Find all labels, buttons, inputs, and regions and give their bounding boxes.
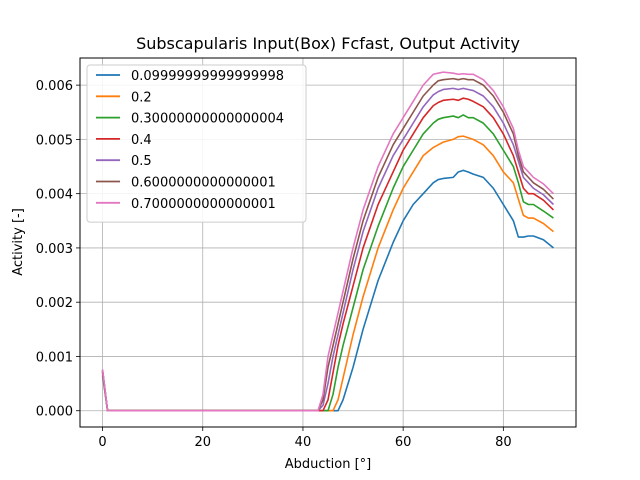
legend-label: 0.30000000000000004: [131, 112, 284, 127]
y-tick-label: 0.000: [36, 405, 73, 420]
ticks: 0 20 40 60 80 0.000 0.001 0.002 0.003 0.004 0.005 0…: [36, 79, 512, 450]
y-axis-label: Activity [-]: [11, 208, 26, 276]
x-tick-label: 80: [495, 435, 512, 450]
y-tick-label: 0.006: [36, 79, 73, 94]
legend-label: 0.09999999999999998: [131, 69, 284, 84]
x-tick-label: 60: [395, 435, 412, 450]
chart-title: Subscapularis Input(Box) Fcfast, Output …: [136, 34, 520, 53]
legend-label: 0.6000000000000001: [131, 176, 276, 191]
plot-area: [101, 71, 555, 412]
y-tick-label: 0.005: [36, 133, 73, 148]
x-axis-label: Abduction [°]: [285, 457, 371, 472]
y-tick-label: 0.001: [36, 350, 73, 365]
series-line-7: [101, 71, 555, 412]
x-tick-label: 40: [295, 435, 312, 450]
x-tick-label: 0: [98, 435, 106, 450]
legend-box: [86, 64, 307, 223]
legend-label: 0.2: [131, 90, 152, 105]
y-tick-label: 0.004: [36, 188, 73, 203]
y-tick-label: 0.003: [36, 242, 73, 257]
axes-frame: [79, 57, 577, 428]
legend-label: 0.5: [131, 154, 152, 169]
y-tick-label: 0.002: [36, 296, 73, 311]
legend-label: 0.7000000000000001: [131, 197, 276, 212]
legend: 0.09999999999999998 0.2 0.3000000000000000…: [86, 64, 307, 223]
legend-label: 0.4: [131, 133, 152, 148]
x-tick-label: 20: [194, 435, 211, 450]
